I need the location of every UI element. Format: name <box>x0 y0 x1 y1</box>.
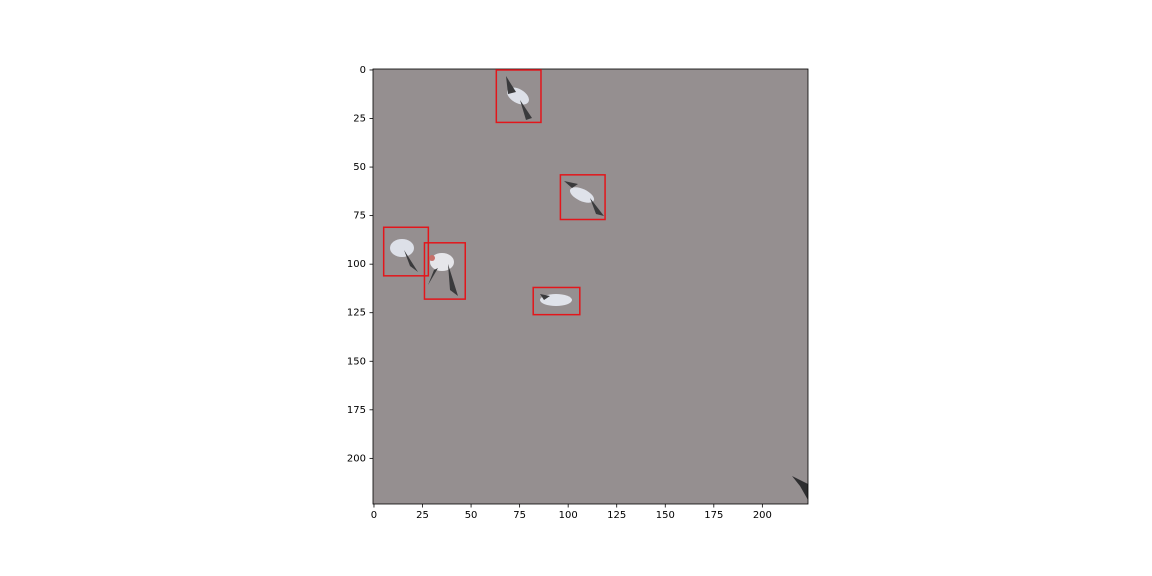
bird <box>540 294 572 306</box>
bird <box>390 239 418 272</box>
y-tick-label: 25 <box>353 114 366 125</box>
y-tick-label: 200 <box>347 453 366 464</box>
x-tick-label: 175 <box>704 510 723 521</box>
bounding-box <box>532 286 581 316</box>
x-tick-label: 125 <box>607 510 626 521</box>
x-tick-label: 75 <box>513 510 526 521</box>
x-tick-label: 25 <box>416 510 429 521</box>
bird <box>506 76 532 120</box>
bird <box>428 253 458 296</box>
y-tick-label: 0 <box>360 65 366 76</box>
y-tick-label: 100 <box>347 259 366 270</box>
y-tick-label: 150 <box>347 356 366 367</box>
x-tick-label: 100 <box>559 510 578 521</box>
bird <box>792 476 808 500</box>
bounding-box <box>382 226 430 277</box>
y-tick-label: 175 <box>347 405 366 416</box>
x-tick-label: 0 <box>371 510 377 521</box>
x-tick-label: 150 <box>656 510 675 521</box>
bird <box>564 181 604 216</box>
x-tick-label: 50 <box>465 510 478 521</box>
birds <box>390 76 808 500</box>
bounding-box <box>495 69 542 124</box>
image <box>373 69 808 504</box>
axes-frame <box>372 68 809 505</box>
y-tick-label: 125 <box>347 308 366 319</box>
y-tick-label: 75 <box>353 211 366 222</box>
y-tick-label: 50 <box>353 162 366 173</box>
bounding-box <box>423 242 466 300</box>
x-tick-label: 200 <box>753 510 772 521</box>
bounding-box <box>559 174 606 221</box>
